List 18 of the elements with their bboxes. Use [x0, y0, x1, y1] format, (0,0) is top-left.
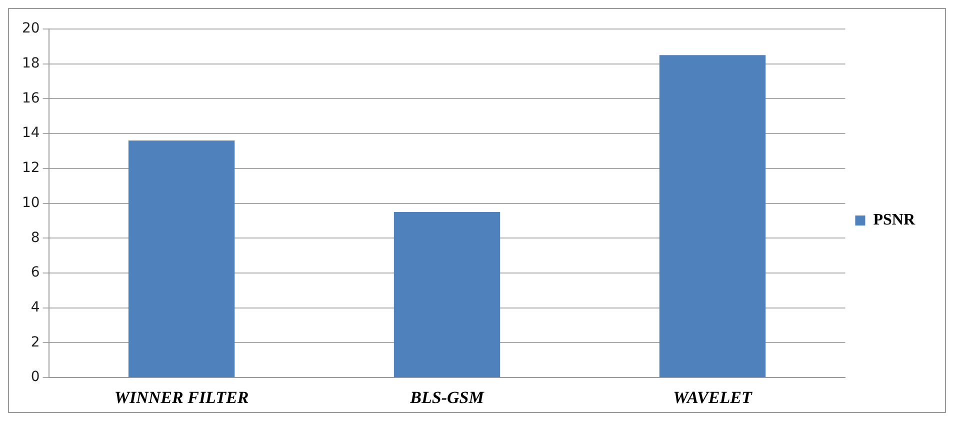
y-tick-label: 12 [22, 160, 40, 176]
bar [128, 140, 235, 378]
y-tick-label: 14 [22, 125, 40, 142]
y-tick-label: 16 [22, 90, 40, 106]
y-tick-label: 2 [30, 334, 40, 350]
y-tick-label: 8 [30, 230, 40, 246]
y-tick-label: 10 [22, 194, 40, 211]
x-tick-label: BLS-GSM [409, 388, 485, 408]
bar [394, 212, 500, 378]
y-tick-label: 0 [30, 369, 40, 386]
x-tick-label: WAVELET [673, 388, 752, 408]
x-tick-label: WINNER FILTER [114, 388, 249, 408]
y-tick-label: 6 [30, 264, 40, 281]
bar [659, 55, 766, 378]
y-tick-label: 4 [30, 300, 40, 316]
y-tick-label: 20 [22, 20, 40, 37]
y-tick-label: 18 [22, 56, 40, 72]
legend-label: PSNR [873, 212, 916, 229]
